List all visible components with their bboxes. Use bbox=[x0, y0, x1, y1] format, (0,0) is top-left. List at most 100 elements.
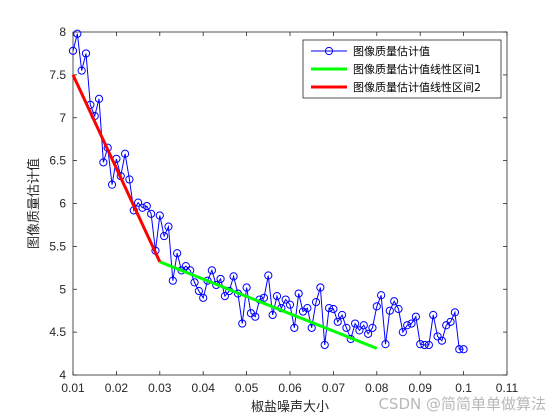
x-tick-label: 0.03 bbox=[148, 381, 172, 395]
data-point bbox=[390, 297, 399, 306]
legend-entry: 图像质量估计值线性区间2 bbox=[353, 80, 481, 94]
data-point bbox=[411, 312, 420, 321]
data-point bbox=[120, 149, 130, 158]
legend-entry: 图像质量估计值线性区间1 bbox=[353, 62, 481, 76]
data-point bbox=[259, 293, 269, 302]
fit-line-1 bbox=[159, 260, 378, 350]
data-point bbox=[242, 283, 251, 292]
data-point bbox=[125, 175, 134, 184]
data-point bbox=[398, 328, 407, 337]
data-point bbox=[455, 345, 464, 354]
y-tick-label: 8 bbox=[59, 25, 66, 39]
data-point bbox=[333, 317, 342, 326]
data-point bbox=[199, 293, 208, 302]
data-point bbox=[173, 249, 182, 258]
data-point bbox=[433, 332, 442, 341]
y-tick-label: 5.5 bbox=[49, 239, 66, 253]
data-point bbox=[294, 289, 303, 298]
y-tick-label: 4.5 bbox=[49, 325, 66, 339]
data-point bbox=[251, 312, 260, 321]
x-tick-label: 0.05 bbox=[235, 381, 259, 395]
data-point bbox=[359, 321, 368, 330]
data-point bbox=[216, 274, 225, 284]
data-point bbox=[147, 209, 156, 218]
x-tick-label: 0.11 bbox=[496, 381, 519, 395]
fit-line-2 bbox=[71, 74, 162, 263]
data-point bbox=[381, 340, 390, 349]
data-point bbox=[134, 198, 143, 207]
data-point bbox=[303, 304, 312, 313]
data-point bbox=[407, 319, 416, 328]
data-point bbox=[229, 272, 238, 281]
data-point bbox=[329, 304, 338, 314]
x-tick-label: 0.02 bbox=[105, 381, 129, 395]
data-point bbox=[394, 304, 403, 314]
data-point bbox=[77, 66, 86, 75]
data-point bbox=[403, 321, 412, 330]
data-point bbox=[307, 323, 316, 332]
data-point bbox=[364, 329, 373, 338]
data-point bbox=[181, 261, 190, 271]
legend-marker bbox=[324, 46, 334, 56]
data-point bbox=[207, 266, 216, 275]
data-point bbox=[437, 336, 446, 345]
data-point bbox=[264, 271, 273, 280]
data-point bbox=[168, 276, 177, 285]
x-tick-label: 0.08 bbox=[365, 381, 389, 395]
x-tick-label: 0.04 bbox=[192, 381, 216, 395]
data-point bbox=[142, 201, 151, 211]
data-point bbox=[238, 319, 247, 328]
data-point bbox=[73, 29, 82, 38]
data-point bbox=[268, 310, 277, 320]
x-axis-label: 椒盐噪声大小 bbox=[251, 400, 329, 415]
series-line-quality bbox=[72, 33, 464, 350]
data-point bbox=[194, 286, 203, 296]
data-point bbox=[372, 302, 381, 311]
series-layer bbox=[68, 29, 468, 354]
data-point bbox=[320, 340, 329, 350]
y-axis: 4 4.5 5 5.5 6 6.5 7 7.5 8 bbox=[49, 25, 507, 382]
y-tick-label: 7.5 bbox=[49, 68, 66, 82]
data-point bbox=[368, 323, 377, 332]
x-tick-label: 0.06 bbox=[278, 381, 302, 395]
data-point bbox=[99, 158, 108, 167]
x-tick-label: 0.1 bbox=[455, 381, 472, 395]
watermark: CSDN @简简单单做算法 bbox=[378, 395, 546, 413]
data-point bbox=[355, 326, 364, 335]
data-point bbox=[164, 222, 173, 231]
x-tick-label: 0.01 bbox=[61, 381, 85, 395]
data-point bbox=[290, 323, 299, 332]
data-point bbox=[138, 203, 147, 212]
data-point bbox=[342, 323, 351, 332]
data-point bbox=[316, 283, 325, 292]
legend-entry: 图像质量估计值 bbox=[353, 45, 430, 58]
data-point bbox=[107, 180, 117, 189]
data-point bbox=[285, 300, 295, 309]
data-point bbox=[424, 340, 433, 350]
data-point bbox=[81, 49, 91, 58]
data-point bbox=[311, 298, 321, 307]
y-tick-label: 4 bbox=[59, 368, 66, 382]
data-point bbox=[272, 292, 282, 301]
data-point bbox=[155, 211, 164, 220]
y-tick-label: 6 bbox=[59, 197, 66, 211]
data-point bbox=[68, 46, 78, 55]
y-tick-label: 6.5 bbox=[49, 154, 66, 168]
data-point bbox=[420, 340, 429, 350]
data-point bbox=[220, 292, 229, 301]
data-point bbox=[190, 278, 199, 287]
x-tick-label: 0.09 bbox=[409, 381, 433, 395]
data-point bbox=[377, 291, 386, 300]
data-point bbox=[351, 319, 360, 328]
data-point bbox=[324, 304, 334, 313]
x-axis: 0.01 0.02 0.03 0.04 0.05 0.06 0.07 0.08 0.09 0.1 0… bbox=[61, 32, 519, 395]
y-tick-label: 7 bbox=[59, 111, 66, 125]
data-point bbox=[429, 310, 438, 320]
data-point bbox=[450, 308, 460, 317]
y-tick-label: 5 bbox=[59, 282, 66, 296]
x-tick-label: 0.07 bbox=[322, 381, 346, 395]
data-point bbox=[94, 94, 104, 103]
data-point bbox=[160, 231, 169, 241]
